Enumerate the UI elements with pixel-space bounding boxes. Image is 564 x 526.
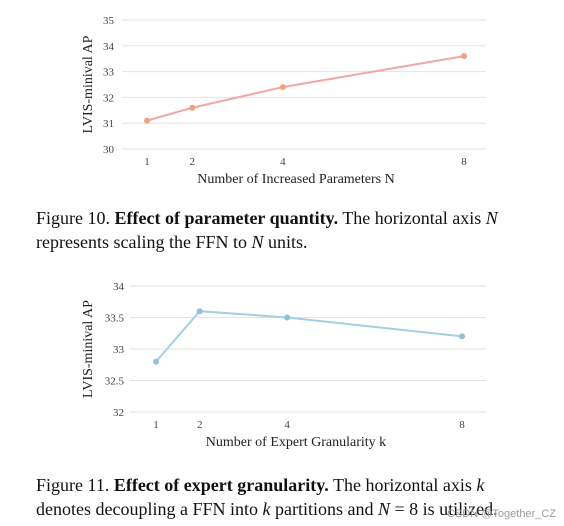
caption-text: The horizontal axis [332,475,472,495]
y-tick-label: 33 [113,344,125,356]
y-tick-label: 33 [103,67,115,79]
x-tick-label: 4 [284,419,290,431]
data-point [279,84,286,91]
x-tick-label: 1 [153,419,159,431]
caption-text: units. [267,232,308,252]
caption-variable: N [377,499,390,519]
series-line [146,55,465,122]
caption-title: Effect of expert granularity. [113,475,329,495]
caption-text: partitions and [274,499,374,519]
y-tick-label: 31 [103,118,114,130]
y-tick-label: 33.5 [105,313,125,325]
caption-label: Figure 11. [36,475,110,495]
y-axis-label: LVIS-minival AP [81,35,96,133]
y-tick-label: 32 [103,92,114,104]
data-point [189,104,196,111]
series-line [155,310,463,363]
caption-variable: k [476,475,485,495]
caption-variable: N [251,232,264,252]
y-axis-label: LVIS-minival AP [81,300,96,398]
data-point [284,314,291,321]
y-tick-label: 34 [113,281,125,293]
caption-text: denotes decoupling a FFN into [36,499,258,519]
data-point [144,117,150,124]
x-tick-label: 2 [190,156,196,168]
y-tick-label: 32.5 [105,376,125,388]
y-tick-label: 35 [103,15,115,27]
data-point [459,333,465,340]
caption-text: represents scaling the FFN to [36,232,247,252]
caption-label: Figure 10. [36,208,110,228]
caption-text: = 8 is utilized. [394,499,498,519]
x-tick-label: 1 [144,156,150,168]
x-tick-label: 4 [280,156,286,168]
data-point [196,308,203,315]
x-axis-label: Number of Increased Parameters N [197,172,394,187]
caption-variable: k [262,499,271,519]
caption-title: Effect of parameter quantity. [114,208,339,228]
data-point [153,358,159,365]
chart-expert-granularity: 32 32.5 33 33.5 34 1 2 4 8 LVIS-minival AP Number … [81,281,486,450]
x-axis-label: Number of Expert Granularity k [206,435,386,450]
figure-10-caption: Figure 10. Effect of parameter quantity.… [36,206,536,254]
caption-variable: N [485,208,498,228]
figure-11-caption: Figure 11. Effect of expert granularity.… [36,473,536,521]
chart-parameter-quantity: 30 31 32 33 34 35 1 2 4 8 LVIS-minival AP Number of… [81,15,486,187]
x-tick-label: 2 [197,419,203,431]
y-tick-label: 32 [113,407,124,419]
data-point [461,53,467,60]
caption-text: The horizontal axis [342,208,482,228]
x-tick-label: 8 [461,156,467,168]
x-tick-label: 8 [459,419,465,431]
watermark: CSDN @Together_CZ [447,508,556,520]
y-tick-label: 30 [103,144,115,156]
y-tick-label: 34 [103,41,115,53]
